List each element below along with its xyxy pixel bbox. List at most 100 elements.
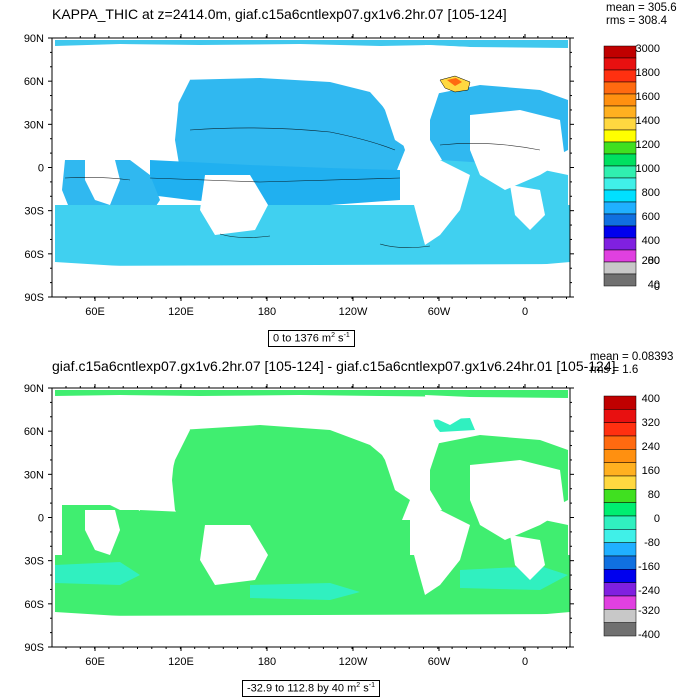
colorbar-swatch	[603, 129, 637, 143]
lon-label: 60E	[85, 656, 105, 668]
lat-label: 60N	[24, 426, 44, 438]
colorbar-swatch	[603, 542, 637, 557]
colorbar-label: 80	[648, 255, 660, 267]
colorbar-swatch	[603, 249, 637, 263]
lon-label: 0	[522, 656, 528, 668]
colorbar-label: 400	[642, 393, 660, 405]
colorbar-swatch	[603, 435, 637, 450]
colorbar-swatch	[603, 57, 637, 71]
colorbar-swatch	[603, 595, 637, 610]
colorbar-swatch	[603, 462, 637, 477]
lon-label: 120E	[168, 656, 194, 668]
colorbar-swatch	[603, 153, 637, 167]
colorbar-label: 800	[642, 187, 660, 199]
colorbar-swatch	[603, 117, 637, 131]
colorbar-swatch	[603, 69, 637, 83]
lat-label: 0	[38, 513, 44, 525]
panel1-title: KAPPA_THIC at z=2414.0m, giaf.c15a6cntle…	[52, 6, 507, 22]
lon-label: 120W	[339, 656, 368, 668]
lon-label: 60W	[428, 306, 451, 318]
colorbar-swatch	[603, 261, 637, 275]
colorbar-label: 200	[642, 255, 660, 267]
panel1-range-label: 0 to 1376 m2 s-1	[268, 330, 355, 347]
colorbar-swatch	[603, 515, 637, 530]
colorbar-swatch	[603, 449, 637, 463]
panel1-ocean	[55, 40, 570, 296]
lat-label: 30N	[24, 119, 44, 131]
colorbar-swatch	[603, 141, 637, 155]
colorbar-label: 3000	[636, 43, 660, 55]
axes-group: 90N 60N 30N 0 30S 60S 90S 60E 120E 180 120W 60W 0 90N…	[24, 33, 574, 668]
colorbar-label: 1600	[636, 91, 660, 103]
colorbar-label: 320	[642, 417, 660, 429]
colorbar-label: -160	[638, 561, 660, 573]
colorbar-swatch	[603, 273, 637, 287]
colorbar-swatch	[603, 45, 637, 59]
colorbar-label: 80	[648, 489, 660, 501]
lon-label: 60W	[428, 656, 451, 668]
colorbar-swatch	[603, 165, 637, 179]
lat-label: 90S	[24, 642, 44, 654]
colorbar-label: 1800	[636, 67, 660, 79]
colorbar-swatch	[603, 395, 637, 410]
lat-label: 0	[38, 163, 44, 175]
lon-label: 60E	[85, 306, 105, 318]
panel1-stats: mean = 305.6 rms = 308.4	[606, 2, 677, 28]
panel1-rms: rms = 308.4	[606, 15, 668, 27]
panel2-range-label: -32.9 to 112.8 by 40 m2 s-1	[242, 680, 380, 697]
colorbar-swatch	[603, 569, 637, 583]
panel2-stats: mean = 0.08393 rms = 1.6	[590, 351, 673, 377]
colorbar-label: 600	[642, 211, 660, 223]
colorbar-label: 160	[642, 465, 660, 477]
panel2-colorbar: 400 320 240 160 80 0 -80 -160 -240 -320 -400	[603, 393, 660, 641]
colorbar-label: -320	[638, 605, 660, 617]
colorbar-swatch	[603, 502, 637, 517]
colorbar-swatch	[603, 213, 637, 227]
lat-label: 90N	[24, 383, 44, 395]
lat-label: 30S	[24, 206, 44, 218]
lon-label: 180	[258, 656, 276, 668]
panel1-mean: mean = 305.6	[606, 2, 677, 14]
colorbar-swatch	[603, 105, 637, 119]
colorbar-swatch	[603, 81, 637, 95]
lat-label: 60S	[24, 599, 44, 611]
lat-label: 90S	[24, 292, 44, 304]
colorbar-label: 240	[642, 441, 660, 453]
colorbar-label: -400	[638, 629, 660, 641]
colorbar-swatch	[603, 622, 637, 637]
colorbar-label: 40	[648, 279, 660, 291]
colorbar-swatch	[603, 93, 637, 107]
colorbar-swatch	[603, 225, 637, 239]
colorbar-swatch	[603, 529, 637, 543]
colorbar-swatch	[603, 237, 637, 251]
colorbar-swatch	[603, 582, 637, 597]
lat-label: 90N	[24, 33, 44, 45]
lat-label: 60N	[24, 76, 44, 88]
panel2-map	[51, 387, 571, 648]
lat-label: 30S	[24, 556, 44, 568]
colorbar-swatch	[603, 475, 637, 490]
colorbar-swatch	[603, 489, 637, 503]
lon-label: 180	[258, 306, 276, 318]
lon-label: 120E	[168, 306, 194, 318]
panel2-ocean	[55, 390, 570, 646]
colorbar-label: 400	[642, 235, 660, 247]
colorbar-label: -240	[638, 585, 660, 597]
colorbar-swatch	[603, 189, 637, 203]
lon-label: 0	[522, 306, 528, 318]
panel2-title: giaf.c15a6cntlexp07.gx1v6.2hr.07 [105-12…	[52, 358, 616, 374]
colorbar-swatch	[603, 201, 637, 215]
lon-label: 120W	[339, 306, 368, 318]
panel2-mean: mean = 0.08393	[590, 351, 674, 363]
colorbar-label: 0	[654, 281, 660, 293]
colorbar-swatch	[603, 177, 637, 191]
colorbar-label: 1200	[636, 139, 660, 151]
colorbar-label: -80	[644, 537, 660, 549]
lat-label: 60S	[24, 249, 44, 261]
colorbar-label: 0	[654, 513, 660, 525]
colorbar-swatch	[603, 609, 637, 623]
panel2-rms: rms = 1.6	[590, 364, 639, 376]
colorbar-label: 1000	[636, 163, 660, 175]
